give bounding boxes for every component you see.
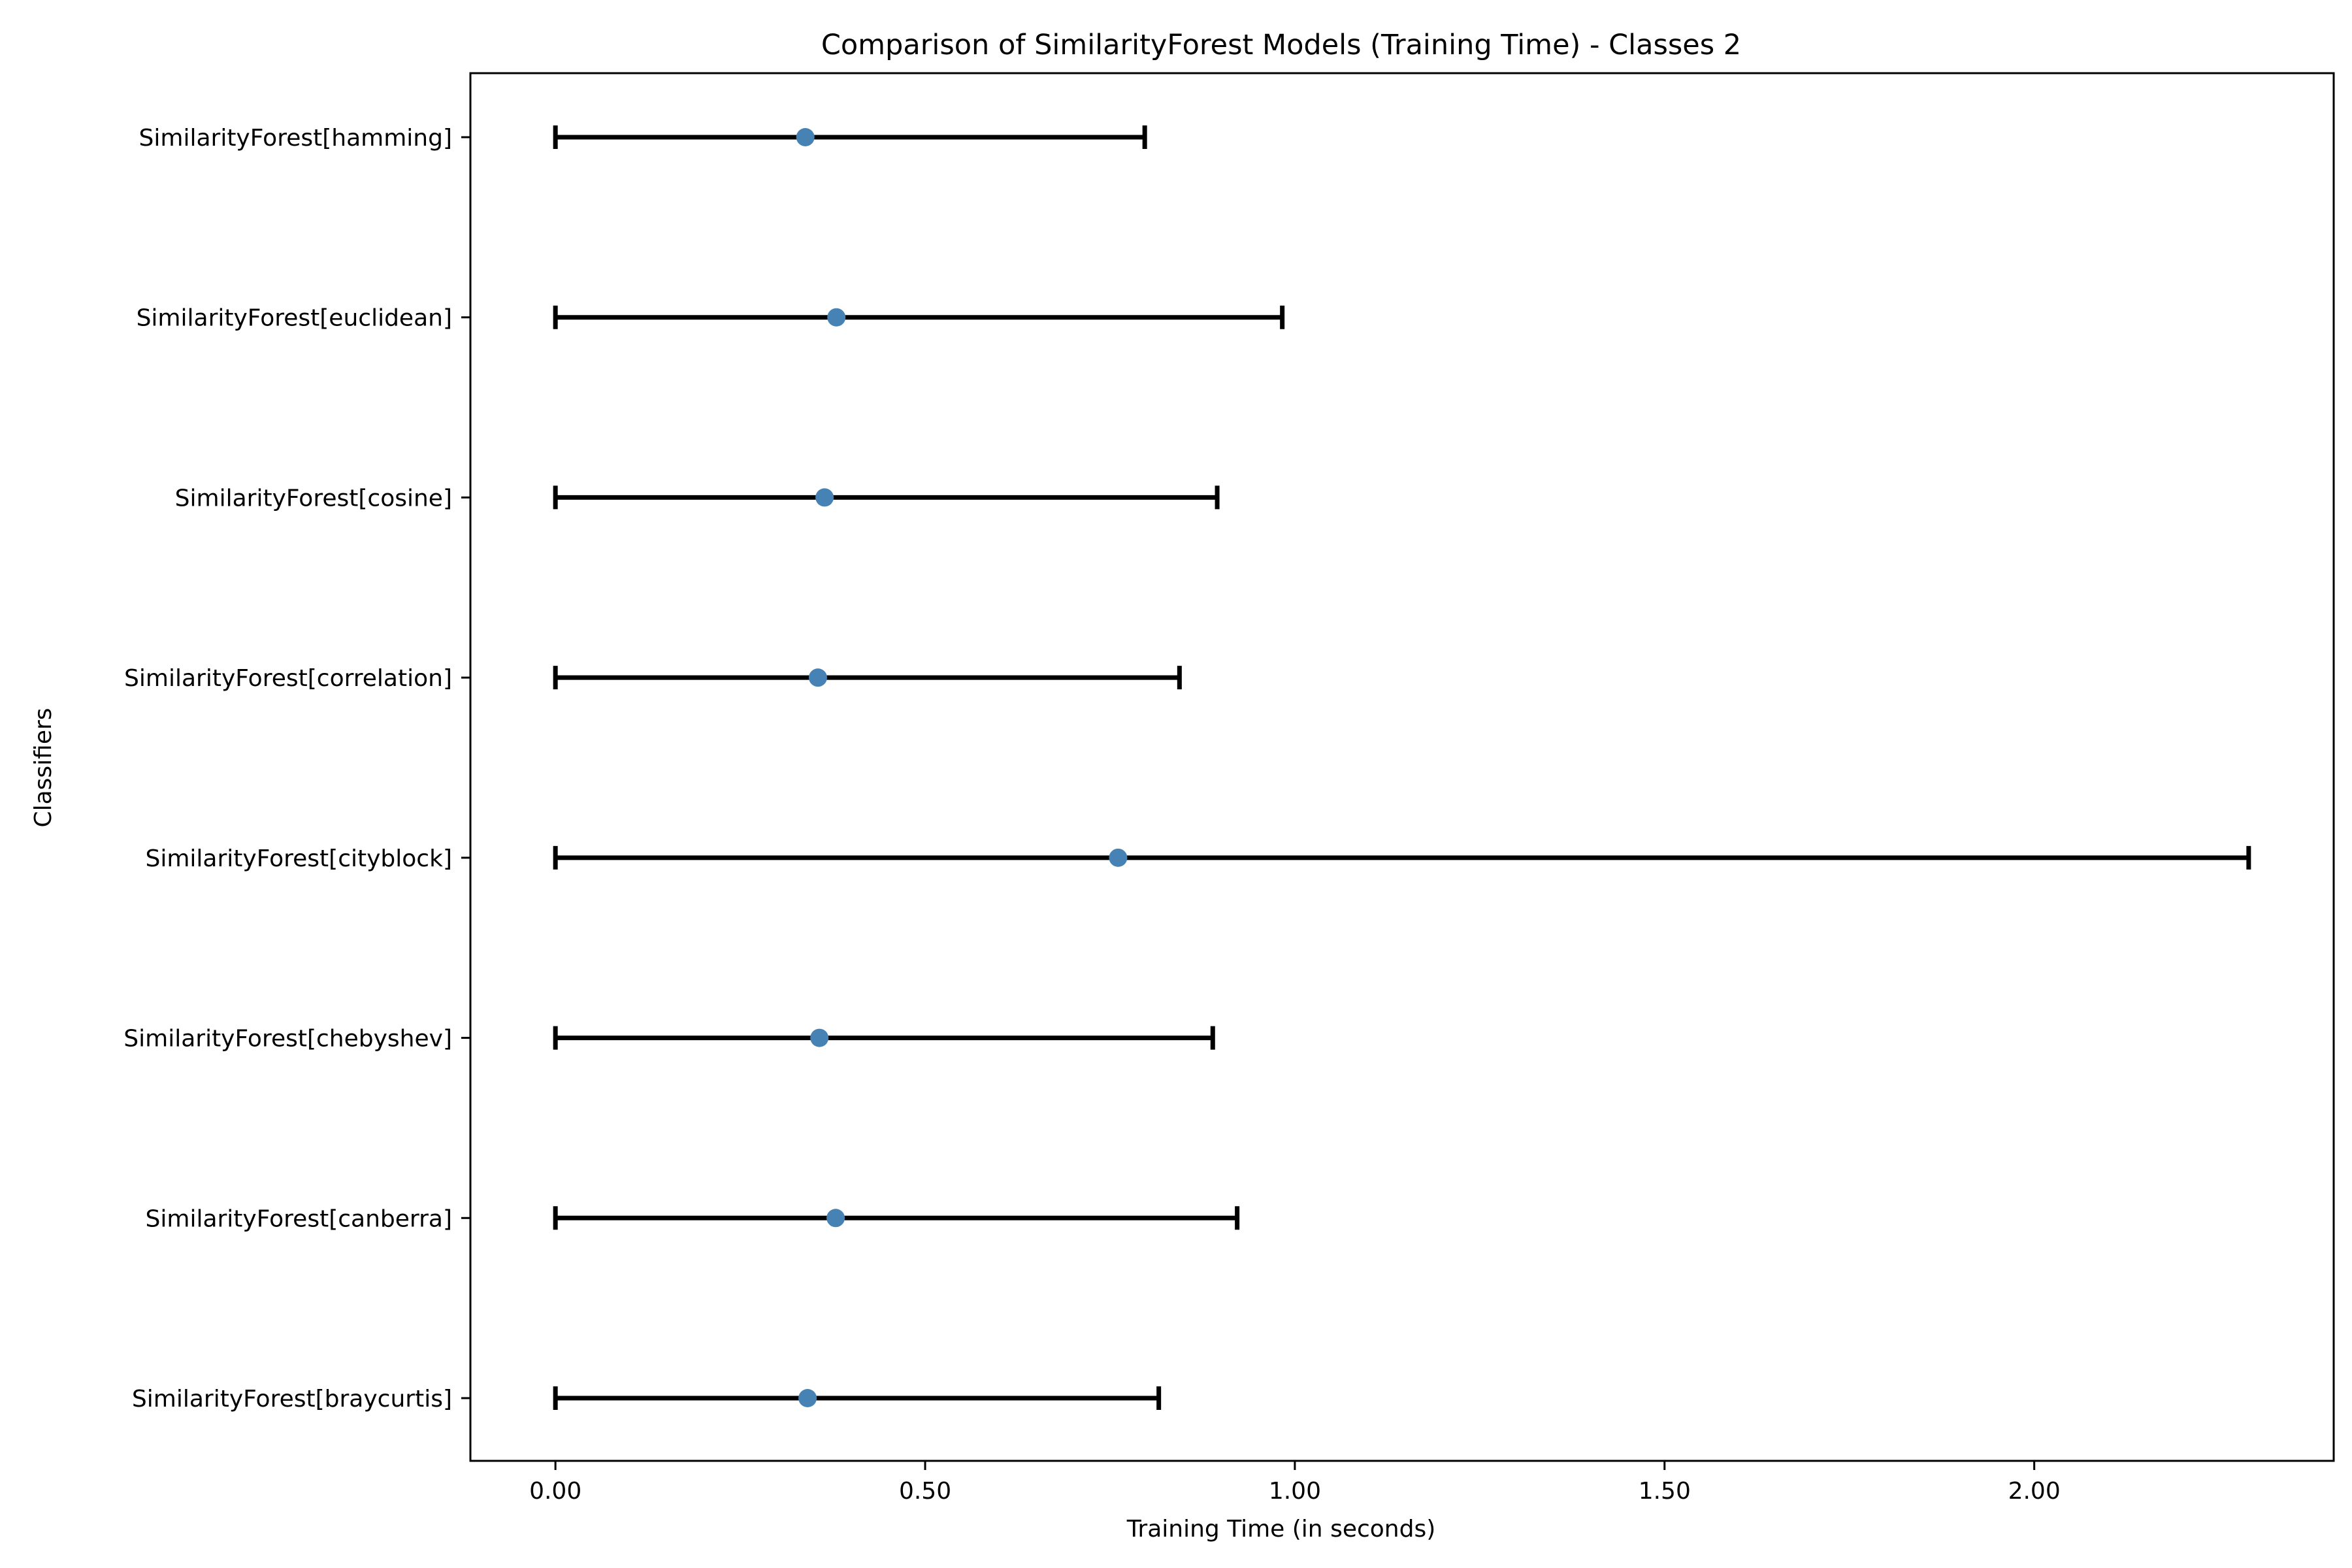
x-tick-label: 2.00 bbox=[2008, 1478, 2061, 1505]
data-point bbox=[798, 1389, 817, 1407]
data-point bbox=[796, 128, 815, 146]
x-tick-label: 1.00 bbox=[1269, 1478, 1321, 1505]
data-point bbox=[1109, 848, 1128, 867]
y-tick-label: SimilarityForest[correlation] bbox=[124, 665, 452, 692]
x-tick-label: 1.50 bbox=[1639, 1478, 1691, 1505]
y-tick-label: SimilarityForest[hamming] bbox=[139, 125, 452, 152]
plot-area: 0.00 0.50 1.00 1.50 2.00 SimilarityForest[ham… bbox=[123, 125, 2251, 1505]
data-point bbox=[826, 1209, 845, 1228]
y-tick-label: SimilarityForest[euclidean] bbox=[137, 305, 452, 332]
y-axis-label: Classifiers bbox=[30, 708, 57, 827]
data-point bbox=[827, 308, 846, 327]
x-axis-label: Training Time (in seconds) bbox=[1126, 1516, 1436, 1543]
data-point bbox=[815, 488, 834, 507]
chart-title: Comparison of SimilarityForest Models (T… bbox=[821, 29, 1741, 61]
y-tick-label: SimilarityForest[chebyshev] bbox=[123, 1026, 452, 1053]
data-point bbox=[810, 1028, 829, 1047]
y-tick-label: SimilarityForest[braycurtis] bbox=[132, 1386, 452, 1413]
data-point bbox=[808, 668, 827, 687]
y-tick-label: SimilarityForest[cosine] bbox=[175, 485, 452, 512]
y-tick-label: SimilarityForest[cityblock] bbox=[145, 845, 452, 872]
axes-frame bbox=[469, 72, 2335, 1462]
x-tick-label: 0.50 bbox=[899, 1478, 951, 1505]
y-tick-label: SimilarityForest[canberra] bbox=[146, 1205, 452, 1232]
x-tick-label: 0.00 bbox=[529, 1478, 581, 1505]
